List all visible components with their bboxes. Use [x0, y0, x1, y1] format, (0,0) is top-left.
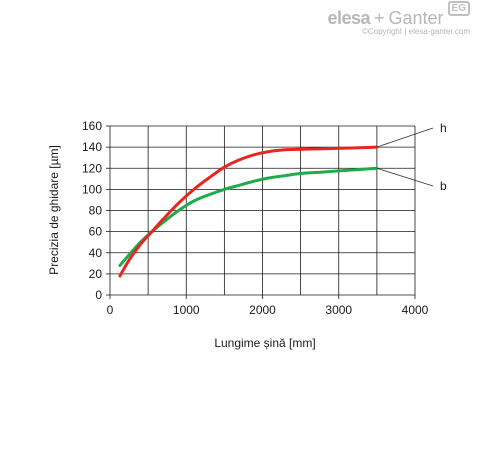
x-axis-label: Lungime șină [mm] — [214, 336, 315, 350]
x-tick-label: 1000 — [173, 303, 200, 317]
y-tick-label: 0 — [95, 288, 102, 302]
leader-line-h — [376, 127, 434, 148]
series-line-b — [118, 166, 379, 267]
chart-ticks: 0 20 40 60 80 100 120 140 160 0 1000 2000 3000 4000 — [82, 119, 429, 317]
series-callouts: hb — [376, 121, 447, 193]
x-tick-label: 0 — [107, 303, 114, 317]
leader-line-b — [376, 167, 434, 187]
chart-grid — [109, 125, 416, 296]
x-tick-label: 2000 — [249, 303, 276, 317]
y-tick-label: 40 — [89, 246, 103, 260]
y-tick-label: 140 — [82, 140, 102, 154]
eg-badge-icon: EG — [447, 1, 470, 16]
y-tick-label: 100 — [82, 182, 102, 196]
chart-series — [118, 145, 379, 278]
y-tick-label: 160 — [82, 119, 102, 133]
series-line-h — [118, 145, 379, 278]
y-tick-label: 120 — [82, 161, 102, 175]
logo-plus-sign: + — [374, 8, 385, 28]
brand-logo: elesa + Ganter EG ©Copyright | elesa-gan… — [327, 1, 470, 36]
x-tick-label: 3000 — [325, 303, 352, 317]
series-label-b: b — [440, 179, 447, 193]
logo-ganter-text: Ganter — [388, 8, 444, 28]
x-tick-label: 4000 — [402, 303, 429, 317]
y-tick-label: 60 — [89, 225, 103, 239]
y-tick-label: 20 — [89, 267, 103, 281]
y-tick-label: 80 — [89, 204, 103, 218]
series-label-h: h — [440, 121, 447, 135]
y-axis-label: Precizia de ghidare [µm] — [47, 145, 61, 275]
logo-elesa-text: elesa — [327, 8, 370, 28]
copyright-text: ©Copyright | elesa-ganter.com — [361, 27, 470, 36]
